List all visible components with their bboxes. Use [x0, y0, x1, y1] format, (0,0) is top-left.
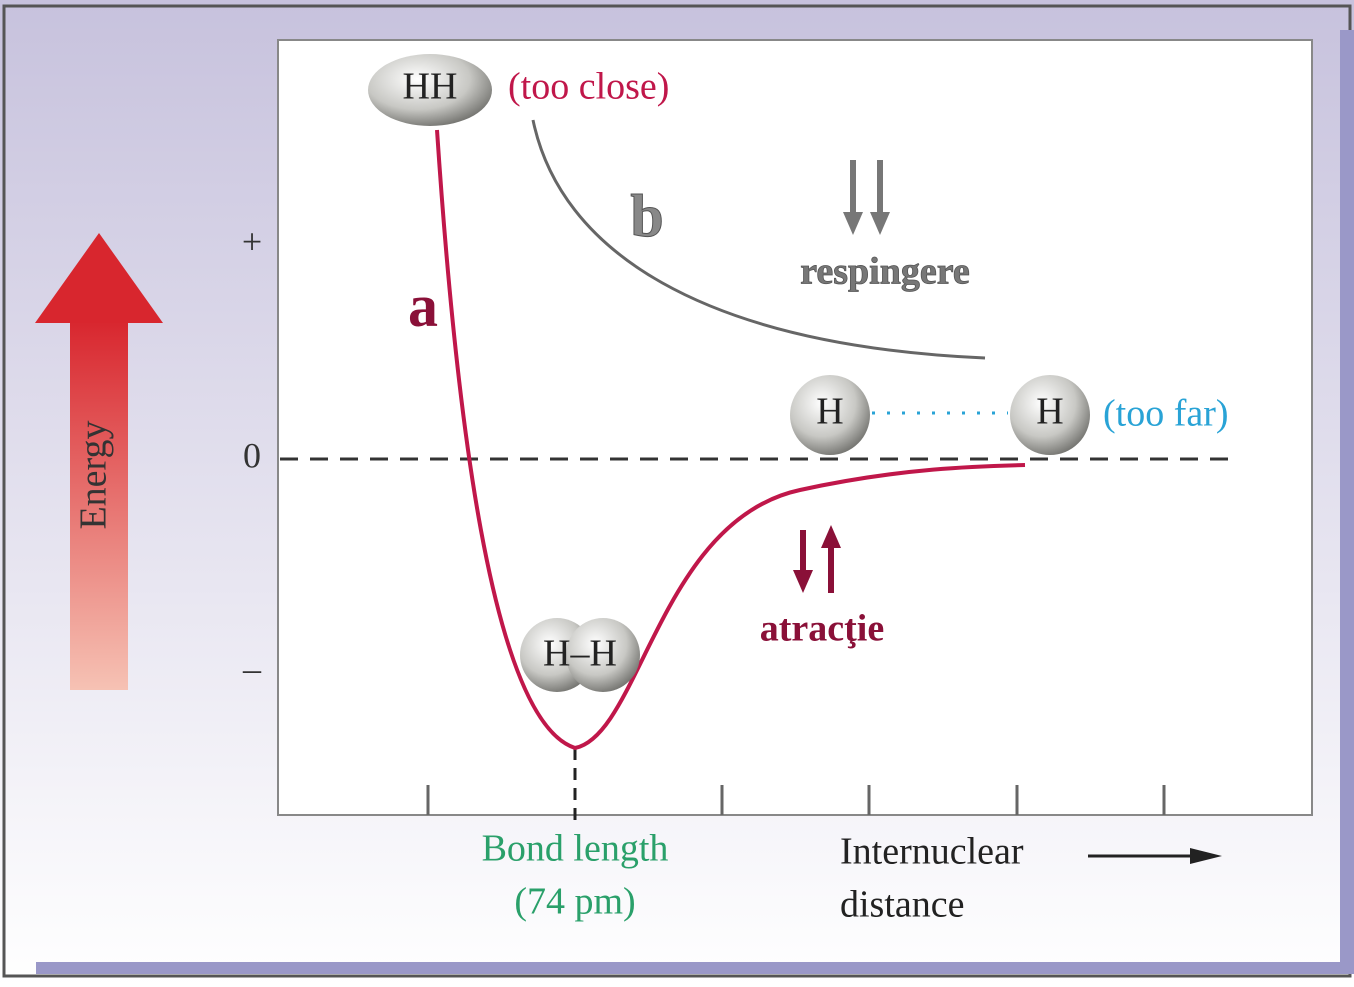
bond-length-value: (74 pm) [514, 881, 635, 923]
tick-minus: – [242, 648, 262, 688]
atom-label: H [1036, 391, 1063, 433]
molecule-close-label: HH [403, 66, 458, 108]
diagram: Energy + 0 – a b HH (too close) H–H H H … [0, 0, 1354, 987]
tick-plus: + [242, 221, 262, 261]
page: Energy + 0 – a b HH (too close) H–H H H … [0, 0, 1354, 987]
curve-b-label: b [630, 183, 663, 249]
too-close-note: (too close) [508, 66, 669, 108]
x-label: Internuclear [840, 831, 1024, 873]
curve-a-label: a [408, 273, 438, 339]
bottom-bar [36, 962, 1354, 974]
too-far-note: (too far) [1103, 393, 1229, 435]
repulsion-label: respingere [800, 251, 970, 293]
tick-zero: 0 [243, 435, 261, 475]
right-bar [1340, 30, 1354, 970]
attraction-label: atracţie [760, 608, 884, 650]
atom-label: H [816, 391, 843, 433]
bond-length-label: Bond length [482, 828, 669, 870]
molecule-bonded-label: H–H [543, 633, 617, 675]
x-label: distance [840, 884, 965, 926]
y-label: Energy [73, 420, 115, 529]
